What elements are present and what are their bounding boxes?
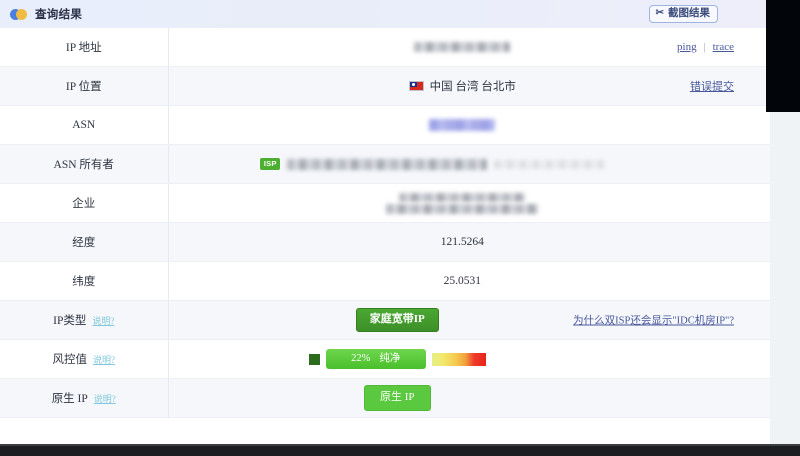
native-ip-badge-button[interactable]: 原生 IP <box>363 385 431 412</box>
table-row: 原生 IP 说明? 原生 IP <box>0 378 770 419</box>
ping-link[interactable]: ping <box>677 41 697 54</box>
redacted-enterprise-line2 <box>386 203 539 214</box>
row-value-longitude: 121.5264 <box>168 222 770 263</box>
table-row: ASN 所有者 ISP <box>0 144 770 185</box>
row-value-asn <box>168 105 770 146</box>
row-label-asn: ASN <box>0 105 169 146</box>
black-overlay-strip <box>766 0 800 112</box>
table-row: 风控值 说明? 22% 纯净 <box>0 339 770 380</box>
redacted-asn-value[interactable] <box>429 119 496 132</box>
risk-score-bar: 22% 纯净 <box>325 349 426 370</box>
snapshot-button[interactable]: ✂ 截图结果 <box>648 4 718 24</box>
label-text: IP 地址 <box>65 42 102 55</box>
label-text: 经度 <box>72 237 96 250</box>
label-text: ASN 所有者 <box>53 159 114 172</box>
isp-badge: ISP <box>260 157 281 171</box>
ip-result-table: IP 地址 ping | trace <box>0 28 770 419</box>
right-gutter <box>770 112 800 444</box>
ip-location-text: 中国 台湾 台北市 <box>429 81 516 94</box>
redacted-enterprise-line1 <box>399 192 526 202</box>
longitude-value: 121.5264 <box>440 236 484 249</box>
label-text: 原生 IP <box>51 393 88 406</box>
table-row: IP 位置 中国 台湾 台北市 错误提交 <box>0 66 770 107</box>
risk-score-word: 纯净 <box>379 352 401 364</box>
row-value-risk-score: 22% 纯净 <box>168 339 770 380</box>
risk-score-help-link[interactable]: 说明? <box>93 355 115 366</box>
dual-circle-icon <box>10 8 28 20</box>
redacted-ip-value <box>414 42 511 53</box>
table-row: ASN <box>0 105 770 146</box>
table-row: 经度 121.5264 <box>0 222 770 263</box>
row-label-enterprise: 企业 <box>0 183 169 224</box>
dual-isp-explain-link[interactable]: 为什么双ISP还会显示"IDC机房IP"? <box>573 315 734 327</box>
row-label-native-ip: 原生 IP 说明? <box>0 378 169 419</box>
label-text: 企业 <box>72 198 96 211</box>
row-value-latitude: 25.0531 <box>168 261 770 302</box>
risk-score-percent: 22% <box>351 352 371 364</box>
ip-type-badge-button[interactable]: 家庭宽带IP <box>355 308 439 333</box>
ip-address-actions: ping | trace <box>677 41 734 53</box>
row-label-latitude: 纬度 <box>0 261 169 302</box>
table-row: 纬度 25.0531 <box>0 261 770 302</box>
row-label-longitude: 经度 <box>0 222 169 263</box>
row-value-ip-location: 中国 台湾 台北市 错误提交 <box>168 66 770 107</box>
risk-color-scale <box>431 352 486 366</box>
row-value-asn-owner: ISP <box>168 144 770 185</box>
result-header: 查询结果 ✂ 截图结果 <box>0 0 770 28</box>
table-row: IP类型 说明? 家庭宽带IP 为什么双ISP还会显示"IDC机房IP"? <box>0 300 770 341</box>
row-label-ip-location: IP 位置 <box>0 66 169 107</box>
scissors-icon: ✂ <box>655 7 664 19</box>
page-title: 查询结果 <box>35 9 83 21</box>
taiwan-flag-icon <box>408 81 424 92</box>
report-error-link[interactable]: 错误提交 <box>690 81 734 94</box>
header-left-group: 查询结果 <box>10 6 82 22</box>
redacted-asn-owner-value <box>287 158 488 170</box>
snapshot-button-label: 截图结果 <box>668 7 710 19</box>
label-text: IP 位置 <box>65 81 102 94</box>
trace-link[interactable]: trace <box>712 41 734 54</box>
link-separator: | <box>703 41 706 53</box>
ip-type-help-link[interactable]: 说明? <box>92 316 115 327</box>
row-value-ip-type: 家庭宽带IP 为什么双ISP还会显示"IDC机房IP"? <box>168 300 770 341</box>
row-label-ip-address: IP 地址 <box>0 28 169 68</box>
result-page: 查询结果 ✂ 截图结果 IP 地址 <box>0 0 770 419</box>
label-text: 风控值 <box>52 354 88 367</box>
row-value-native-ip: 原生 IP <box>168 378 770 419</box>
risk-level-marker <box>308 353 320 365</box>
ip-location-actions: 错误提交 <box>690 78 734 94</box>
label-text: 纬度 <box>72 276 96 289</box>
redacted-asn-owner-secondary <box>494 159 605 169</box>
row-label-risk-score: 风控值 说明? <box>0 339 169 380</box>
bottom-window-bar <box>0 444 800 456</box>
row-value-enterprise <box>168 183 770 224</box>
native-ip-help-link[interactable]: 说明? <box>93 394 116 405</box>
ip-type-actions: 为什么双ISP还会显示"IDC机房IP"? <box>573 313 734 328</box>
row-label-ip-type: IP类型 说明? <box>0 300 169 341</box>
table-row: 企业 <box>0 183 770 224</box>
latitude-value: 25.0531 <box>443 275 481 288</box>
label-text: ASN <box>72 119 96 132</box>
row-value-ip-address: ping | trace <box>168 28 770 68</box>
label-text: IP类型 <box>53 315 87 328</box>
row-label-asn-owner: ASN 所有者 <box>0 144 169 185</box>
table-row: IP 地址 ping | trace <box>0 28 770 68</box>
header-right-group: ✂ 截图结果 <box>648 4 762 24</box>
